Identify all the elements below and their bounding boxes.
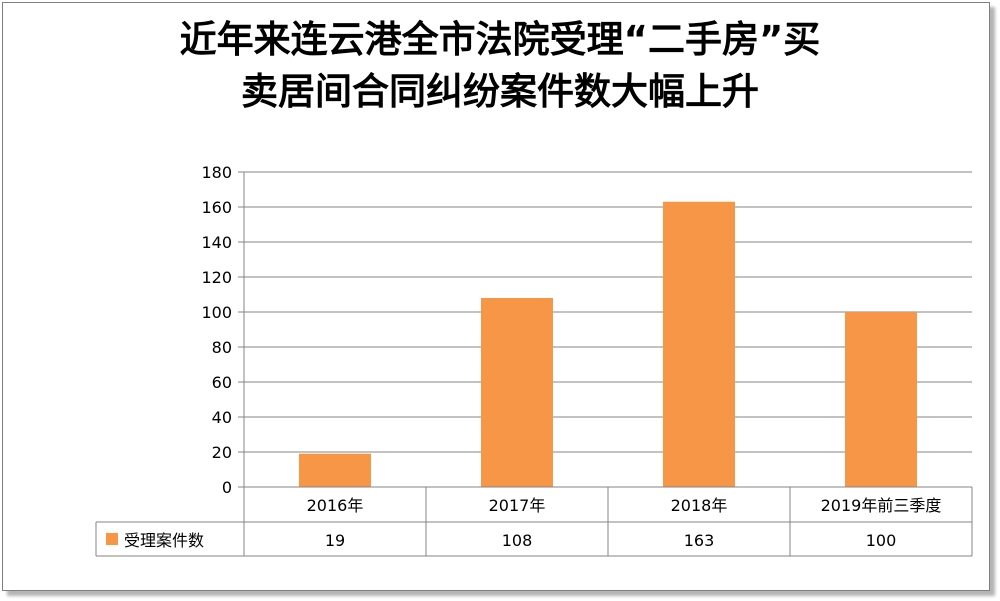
bar xyxy=(299,453,371,487)
legend-swatch xyxy=(106,533,118,545)
bar xyxy=(663,201,735,487)
category-label: 2017年 xyxy=(489,496,546,515)
data-table-value: 163 xyxy=(684,531,715,550)
y-tick-label: 40 xyxy=(212,408,232,427)
y-tick-label: 80 xyxy=(212,338,232,357)
y-tick-label: 140 xyxy=(201,233,232,252)
chart-frame xyxy=(2,2,990,591)
chart-title-line-2: 卖居间合同纠纷案件数大幅上升 xyxy=(241,70,759,113)
y-tick-label: 160 xyxy=(201,198,232,217)
y-tick-label: 0 xyxy=(222,478,232,497)
bar xyxy=(845,312,917,487)
y-tick-label: 60 xyxy=(212,373,232,392)
chart-title: 近年来连云港全市法院受理“二手房”买 卖居间合同纠纷案件数大幅上升 xyxy=(0,14,1000,118)
y-tick-label: 120 xyxy=(201,268,232,287)
y-tick-label: 180 xyxy=(201,163,232,182)
data-table: 2016年 2017年 2018年 2019年前三季度 19 108 163 100 受理案件数 xyxy=(95,486,973,557)
y-tick-label: 100 xyxy=(201,303,232,322)
category-label: 2019年前三季度 xyxy=(821,496,942,515)
data-table-value: 108 xyxy=(502,531,533,550)
data-table-value: 100 xyxy=(866,531,897,550)
y-axis-ticks: 0 20 40 60 80 100 120 140 160 180 xyxy=(201,163,245,497)
data-table-value: 19 xyxy=(325,531,345,550)
category-label: 2016年 xyxy=(307,496,364,515)
legend-label: 受理案件数 xyxy=(124,531,204,550)
chart-title-line-1: 近年来连云港全市法院受理“二手房”买 xyxy=(179,18,821,61)
y-tick-label: 20 xyxy=(212,443,232,462)
bars xyxy=(299,201,917,487)
bar xyxy=(481,298,553,487)
category-label: 2018年 xyxy=(671,496,728,515)
